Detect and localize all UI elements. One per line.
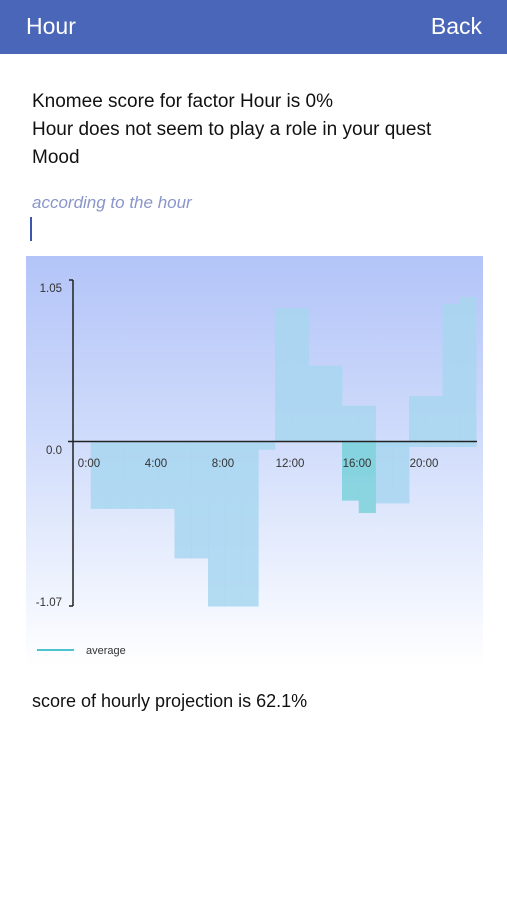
legend-label: average — [86, 645, 126, 657]
bar-highlight — [342, 441, 360, 501]
bar-average — [442, 304, 460, 442]
back-button[interactable]: Back — [430, 13, 482, 39]
bar-average — [409, 396, 427, 442]
bar-average — [409, 441, 427, 447]
projection-score: score of hourly projection is 62.1% — [32, 691, 308, 711]
y-tick-label: 0.0 — [46, 445, 62, 457]
y-tick-label: 1.05 — [40, 283, 62, 295]
bar-average — [124, 441, 142, 509]
x-tick-label: 8:00 — [212, 458, 234, 470]
nav-bar: Hour Back — [0, 0, 507, 54]
bar-average — [174, 441, 192, 559]
hourly-chart: 0:00 4:00 8:00 12:00 16:00 20:00 1.05 0.0 -1.07 a… — [26, 256, 483, 666]
score-text: Knomee score for factor Hour is 0% — [32, 91, 333, 112]
bar-average — [241, 441, 259, 607]
x-tick-label: 20:00 — [410, 458, 439, 470]
chart-subtitle: according to the hour — [32, 193, 192, 212]
x-tick-label: 12:00 — [276, 458, 305, 470]
bar-average — [191, 441, 209, 559]
bar-average — [141, 441, 159, 509]
x-tick-label: 4:00 — [145, 458, 167, 470]
bar-average — [308, 365, 326, 442]
bar-average — [459, 441, 477, 447]
bar-average — [392, 441, 410, 504]
bar-average — [107, 441, 125, 509]
bar-average — [358, 405, 376, 442]
bar-average — [442, 441, 460, 447]
text-cursor — [30, 217, 32, 241]
bar-average — [459, 297, 477, 442]
bar-average — [90, 441, 108, 509]
bar-average — [342, 405, 360, 442]
bar-average — [157, 441, 175, 509]
page-title: Hour — [26, 13, 76, 39]
x-tick-label: 0:00 — [78, 458, 100, 470]
bar-average — [275, 308, 293, 442]
x-tick-label: 16:00 — [343, 458, 372, 470]
bar-average — [325, 365, 343, 442]
bar-average — [208, 441, 226, 607]
bar-average — [375, 441, 393, 504]
bar-average — [425, 396, 443, 442]
bar-average — [425, 441, 443, 447]
bar-average — [291, 308, 309, 442]
chart-svg: 0:00 4:00 8:00 12:00 16:00 20:00 1.05 0.0 -1.07 a… — [36, 279, 477, 657]
bar-average — [224, 441, 242, 607]
quest-name: Mood — [32, 147, 80, 168]
bar-average — [258, 441, 276, 450]
role-text: Hour does not seem to play a role in you… — [32, 119, 432, 140]
y-tick-label: -1.07 — [36, 597, 62, 609]
bar-highlight — [358, 441, 376, 513]
factor-description: Knomee score for factor Hour is 0% Hour … — [32, 88, 492, 172]
